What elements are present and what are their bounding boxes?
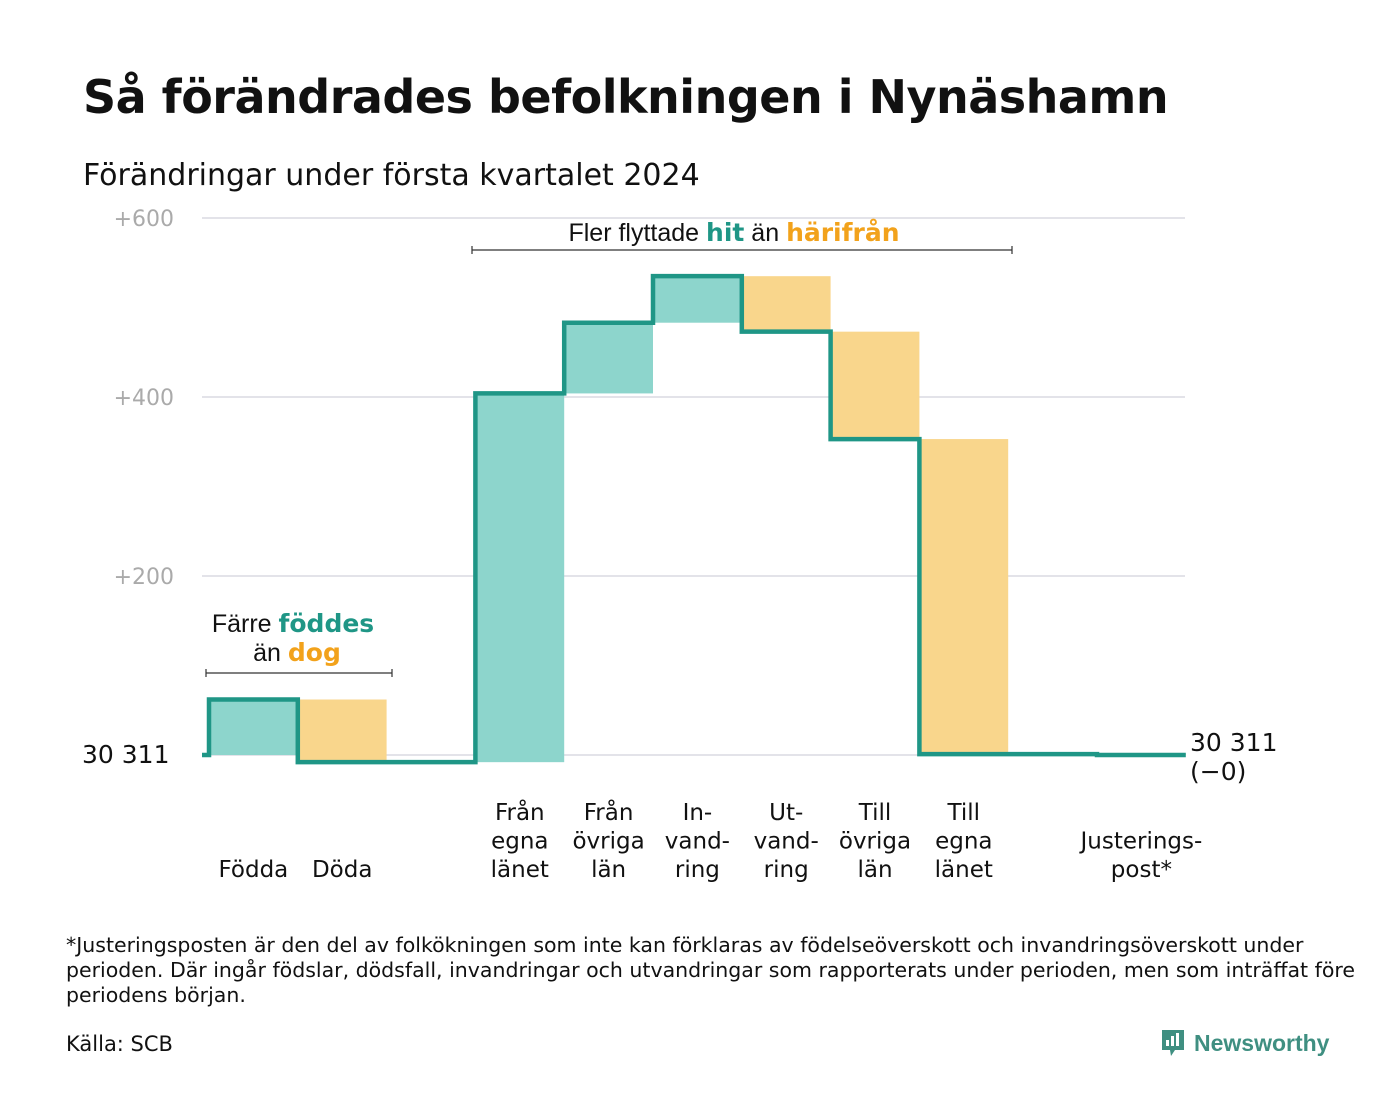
annotation-highlight: föddes [279,609,375,638]
category-label: Från [495,798,545,826]
annotation-text: än [253,639,288,667]
category-label: vand- [665,829,730,855]
annotation-text: Färre [212,610,279,638]
y-tick-label: +200 [114,565,174,590]
category-label: övriga [572,829,644,855]
category-label: ring [675,857,720,883]
y-tick-label: +400 [114,386,174,411]
bar-till_egna [919,439,1009,755]
y-tick-label: +600 [114,207,174,232]
annotation-text: än [744,219,786,247]
source-note: Källa: SCB [66,1032,173,1056]
footnote: *Justeringsposten är den del av folkökni… [66,933,1355,1007]
cumulative-step-line [202,273,1186,765]
category-label: Till [858,800,892,826]
annotation-births-deaths-line1: Färre föddes [212,609,374,638]
annotation-highlight: hit [706,218,744,247]
category-label: Ut- [769,800,803,826]
annotation-highlight: dog [288,638,341,667]
brand-logo: Newsworthy [1160,1028,1329,1058]
category-label: Från [584,798,634,826]
annotation-bracket-migration [471,246,1013,254]
bar-utvandring [741,276,831,332]
category-label: län [591,857,626,883]
bar-doda [297,699,387,763]
category-label: Till [947,800,981,826]
annotation-text: Fler flyttade [568,219,706,247]
category-label: Döda [312,857,372,883]
bar-fodda [209,699,298,755]
newsworthy-logo-icon [1162,1030,1184,1056]
category-label: Födda [219,857,289,883]
category-label: egna [935,829,992,855]
annotation-bracket-births [205,669,393,677]
bar-till_ovriga [830,331,920,440]
category-label: post* [1111,857,1172,883]
bar-invandring [653,276,742,323]
category-label: länet [935,857,993,883]
category-label: ring [764,857,809,883]
bar-fran_egna [475,393,565,763]
end-change-label: (−0) [1190,757,1246,786]
category-label: övriga [839,829,911,855]
category-label: länet [491,857,549,883]
category-label: län [857,857,892,883]
chart-subtitle: Förändringar under första kvartalet 2024 [83,158,700,193]
annotation-highlight: härifrån [786,218,899,247]
bar-fran_ovriga [564,322,653,394]
category-label: In- [683,800,713,826]
start-value-label: 30 311 [82,740,169,769]
category-label: egna [491,829,548,855]
category-label: Justerings- [1078,829,1202,855]
annotation-births-deaths-line2: än dog [253,638,341,667]
annotation-migration: Fler flyttade hit än härifrån [568,218,899,247]
chart-title: Så förändrades befolkningen i Nynäshamn [83,70,1169,124]
end-value-label: 30 311 [1190,728,1277,757]
category-label: vand- [754,829,819,855]
brand-name: Newsworthy [1194,1029,1330,1056]
